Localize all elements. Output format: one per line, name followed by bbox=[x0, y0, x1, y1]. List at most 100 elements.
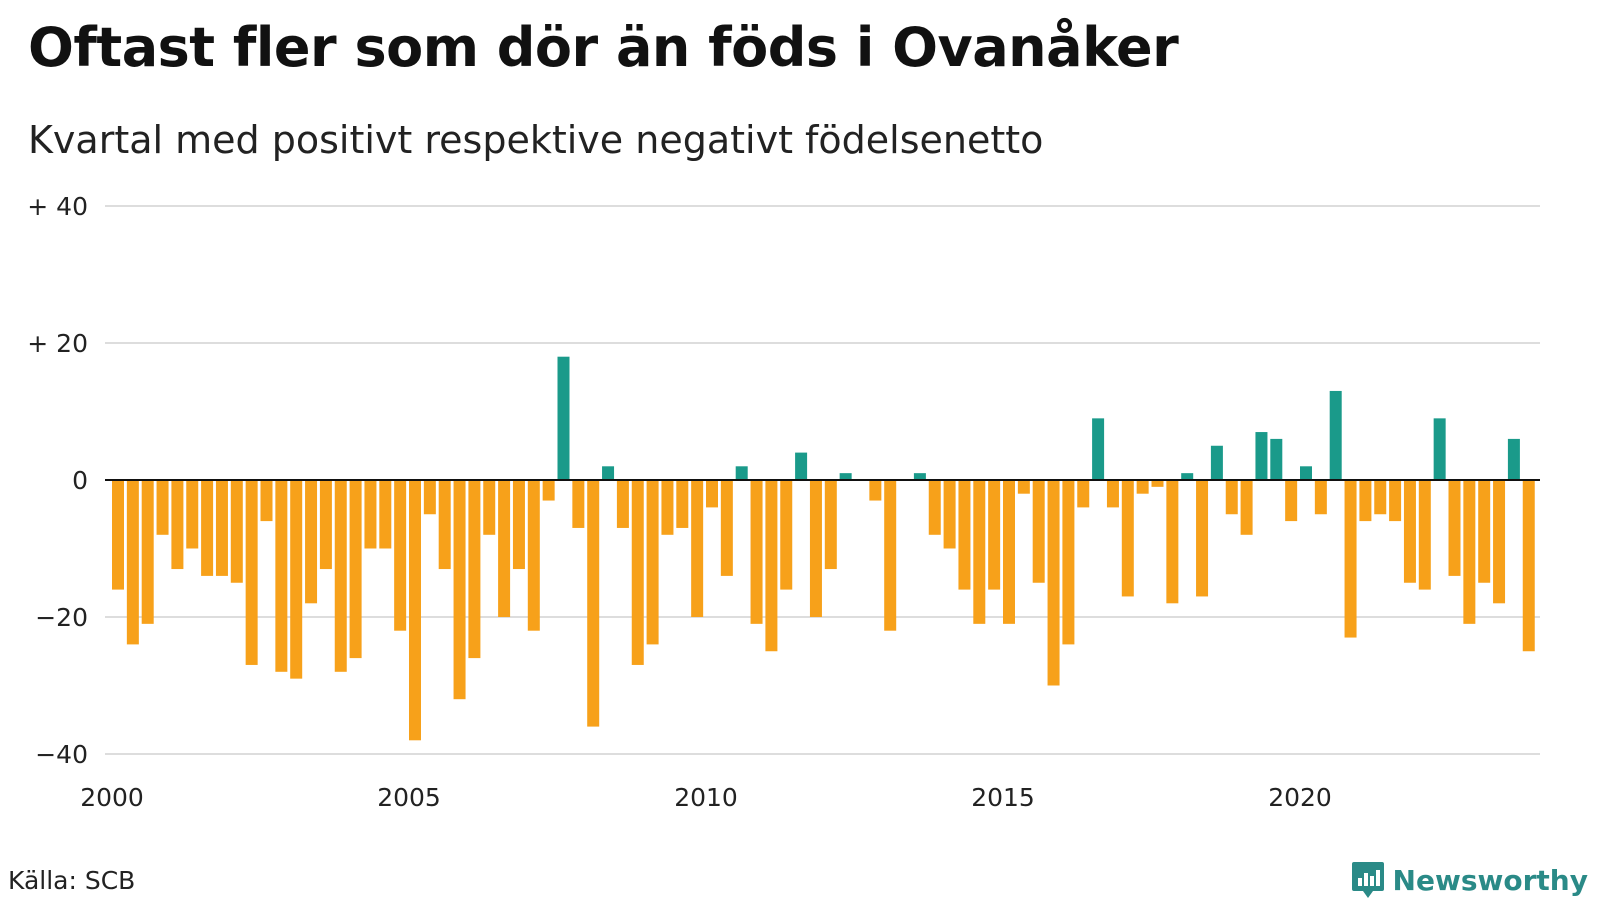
brand-name: Newsworthy bbox=[1392, 863, 1588, 897]
chart-title: Oftast fler som dör än föds i Ovanåker bbox=[28, 16, 1179, 79]
bar bbox=[215, 480, 228, 576]
bar bbox=[1329, 390, 1342, 480]
bar bbox=[1374, 480, 1387, 515]
bar-chart-speech-bubble-icon bbox=[1351, 862, 1384, 898]
bar bbox=[1493, 480, 1506, 604]
y-tick-label: + 20 bbox=[27, 329, 88, 358]
bar bbox=[1270, 438, 1283, 480]
bar bbox=[260, 480, 273, 522]
bar bbox=[1092, 418, 1105, 480]
bar bbox=[1121, 480, 1134, 597]
bar bbox=[423, 480, 436, 515]
bar bbox=[245, 480, 258, 665]
bar bbox=[988, 480, 1001, 590]
bar bbox=[765, 480, 778, 652]
x-tick-label: 2010 bbox=[674, 783, 738, 812]
bar bbox=[1151, 480, 1164, 487]
bar bbox=[290, 480, 303, 679]
bar bbox=[809, 480, 822, 617]
bar bbox=[572, 480, 585, 528]
bar bbox=[349, 480, 362, 659]
bar bbox=[126, 480, 139, 645]
bar bbox=[1240, 480, 1253, 535]
bar bbox=[230, 480, 243, 583]
x-axis-ticks: 2000 2005 2010 2015 2020 bbox=[80, 783, 1332, 812]
bar bbox=[141, 480, 154, 624]
bar bbox=[1181, 473, 1194, 480]
bar bbox=[720, 480, 733, 576]
bar bbox=[1507, 438, 1520, 480]
x-tick-label: 2005 bbox=[377, 783, 441, 812]
bar bbox=[1225, 480, 1238, 515]
bar bbox=[1077, 480, 1090, 508]
x-tick-label: 2015 bbox=[971, 783, 1035, 812]
bar bbox=[1017, 480, 1030, 494]
bar bbox=[1448, 480, 1461, 576]
bar bbox=[542, 480, 555, 501]
bar bbox=[527, 480, 540, 631]
bar bbox=[1522, 480, 1535, 652]
bar bbox=[884, 480, 897, 631]
bar bbox=[1463, 480, 1476, 624]
bar bbox=[706, 480, 718, 508]
x-tick-label: 2020 bbox=[1268, 783, 1332, 812]
bar bbox=[839, 473, 852, 480]
bar bbox=[1359, 480, 1372, 522]
bar bbox=[869, 480, 882, 501]
bar bbox=[468, 480, 481, 659]
bar bbox=[928, 480, 941, 535]
bar bbox=[1300, 466, 1312, 480]
bar bbox=[201, 480, 214, 576]
bar bbox=[1314, 480, 1327, 515]
bar bbox=[394, 480, 407, 631]
bar bbox=[186, 480, 199, 549]
y-tick-label: 0 bbox=[72, 466, 88, 495]
bar bbox=[483, 480, 496, 535]
brand-logo: Newsworthy bbox=[1351, 860, 1588, 900]
chart-subtitle: Kvartal med positivt respektive negativt… bbox=[28, 118, 1044, 162]
bar bbox=[498, 480, 511, 617]
bar bbox=[557, 356, 570, 480]
bar bbox=[1285, 480, 1298, 522]
bar bbox=[943, 480, 956, 549]
bar bbox=[913, 473, 926, 480]
bar bbox=[1255, 432, 1268, 480]
bar bbox=[824, 480, 837, 570]
bar bbox=[1389, 480, 1402, 522]
bar bbox=[1106, 480, 1119, 508]
bar bbox=[750, 480, 763, 624]
y-axis-ticks: + 40 + 20 0 −20 −40 bbox=[27, 192, 88, 769]
bar bbox=[735, 466, 748, 480]
bar bbox=[305, 480, 318, 604]
bar bbox=[795, 452, 808, 480]
bar bbox=[334, 480, 347, 672]
bar bbox=[319, 480, 332, 570]
bar bbox=[1047, 480, 1060, 686]
bar bbox=[587, 480, 600, 727]
bar bbox=[1166, 480, 1179, 604]
x-tick-label: 2000 bbox=[80, 783, 144, 812]
bar bbox=[691, 480, 704, 617]
bar bbox=[409, 480, 421, 741]
bar bbox=[616, 480, 629, 528]
bar bbox=[646, 480, 659, 645]
bar bbox=[1032, 480, 1045, 583]
bar bbox=[973, 480, 986, 624]
bar bbox=[1210, 445, 1223, 480]
bar bbox=[676, 480, 689, 528]
bar bbox=[156, 480, 169, 535]
bar bbox=[958, 480, 971, 590]
bar bbox=[453, 480, 466, 700]
bar bbox=[602, 466, 615, 480]
bar bbox=[112, 480, 124, 590]
bar bbox=[1418, 480, 1431, 590]
bar bbox=[171, 480, 184, 570]
bar bbox=[1433, 418, 1446, 480]
gridlines bbox=[105, 205, 1540, 755]
bar bbox=[780, 480, 793, 590]
bar bbox=[1196, 480, 1209, 597]
y-tick-label: −40 bbox=[35, 740, 88, 769]
y-tick-label: −20 bbox=[35, 603, 88, 632]
bar bbox=[512, 480, 525, 570]
